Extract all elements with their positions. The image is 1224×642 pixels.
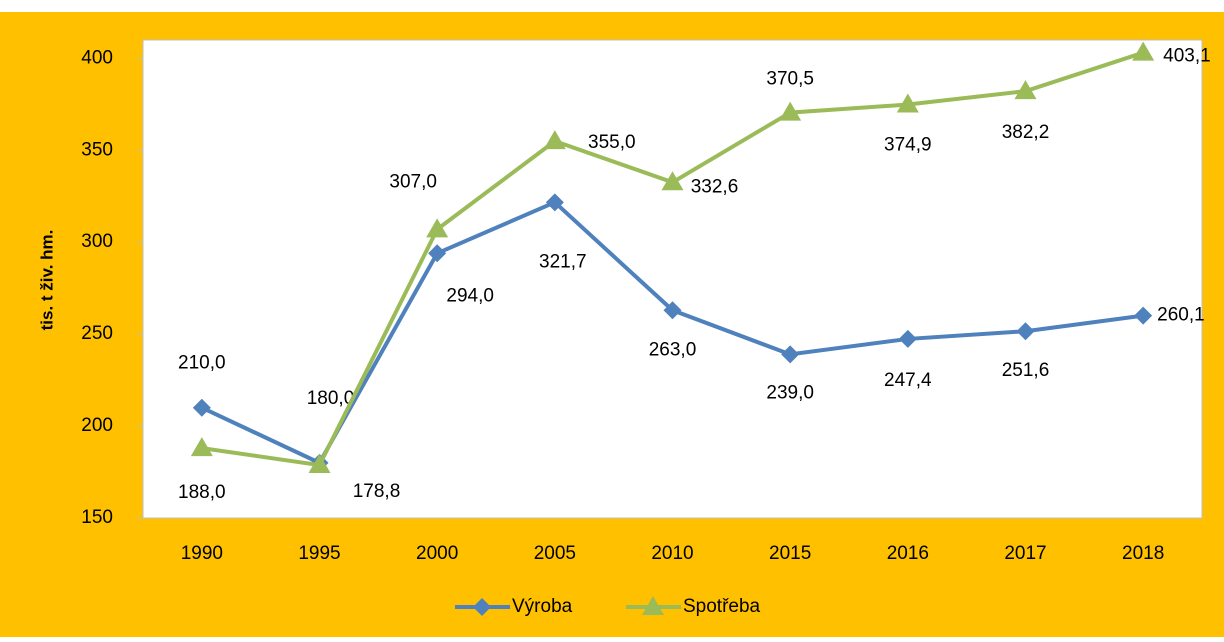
y-tick-label: 250 [81, 323, 113, 344]
legend-label: Spotřeba [683, 596, 761, 617]
data-label: 355,0 [588, 132, 636, 153]
data-label: 294,0 [446, 285, 494, 306]
y-tick-label: 200 [81, 415, 113, 436]
y-tick-label: 300 [81, 231, 113, 252]
data-point [663, 301, 682, 320]
data-label: 332,6 [691, 176, 739, 197]
data-point [1134, 306, 1153, 325]
data-point [779, 101, 802, 121]
x-tick-label: 1990 [181, 543, 223, 564]
data-label: 247,4 [884, 370, 932, 391]
data-point [545, 193, 564, 212]
data-point [661, 171, 684, 191]
data-point [192, 398, 211, 417]
data-label: 239,0 [766, 382, 814, 403]
data-label: 188,0 [178, 482, 226, 503]
x-tick-label: 1995 [298, 543, 340, 564]
data-label: 260,1 [1157, 305, 1205, 326]
data-point [428, 244, 447, 263]
data-point [898, 329, 917, 348]
data-label: 180,0 [307, 388, 355, 409]
y-tick-label: 150 [81, 507, 113, 528]
data-point [190, 437, 213, 457]
x-tick-label: 2016 [887, 543, 929, 564]
data-point [1016, 322, 1035, 341]
data-label: 210,0 [178, 353, 226, 374]
legend-marker [642, 596, 664, 615]
plot-area [142, 39, 1203, 519]
data-point [896, 93, 919, 113]
data-label: 374,9 [884, 135, 932, 156]
data-label: 178,8 [353, 481, 401, 502]
data-label: 403,1 [1163, 46, 1211, 67]
data-point [426, 218, 449, 238]
data-point [1132, 41, 1155, 61]
data-point [1014, 80, 1037, 100]
legend-label: Výroba [512, 596, 573, 617]
data-point [543, 130, 566, 150]
x-tick-label: 2017 [1004, 543, 1046, 564]
x-tick-label: 2000 [416, 543, 458, 564]
data-label: 263,0 [649, 339, 697, 360]
y-tick-label: 350 [81, 139, 113, 160]
x-tick-label: 2015 [769, 543, 811, 564]
data-label: 251,6 [1002, 360, 1050, 381]
y-axis-label: tis. t živ. hm. [37, 230, 56, 331]
data-point [781, 345, 800, 364]
data-point [308, 454, 331, 474]
y-tick-label: 400 [81, 47, 113, 68]
x-tick-label: 2010 [651, 543, 693, 564]
data-label: 321,7 [539, 251, 587, 272]
data-label: 307,0 [389, 171, 437, 192]
data-label: 370,5 [766, 69, 814, 90]
x-tick-label: 2005 [534, 543, 576, 564]
legend-marker [473, 598, 491, 616]
data-label: 382,2 [1002, 122, 1050, 143]
x-tick-label: 2018 [1122, 543, 1164, 564]
